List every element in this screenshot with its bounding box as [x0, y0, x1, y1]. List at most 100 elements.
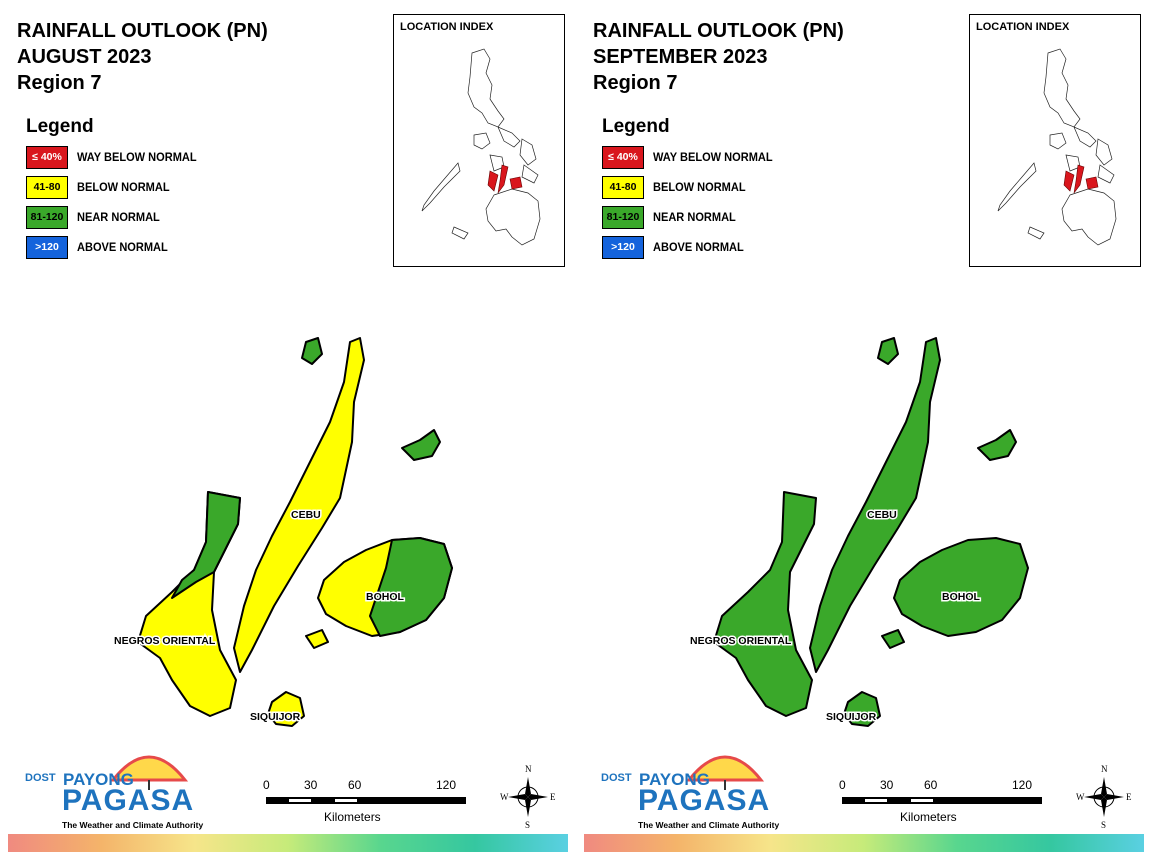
legend-swatch: 81-120	[26, 206, 68, 229]
outlook-panel-august: RAINFALL OUTLOOK (PN) AUGUST 2023 Region…	[8, 14, 568, 852]
title-line-1: RAINFALL OUTLOOK (PN)	[17, 20, 268, 42]
legend-row-above: >120 ABOVE NORMAL	[26, 236, 168, 266]
legend-label: BELOW NORMAL	[653, 180, 746, 194]
title-line-2: AUGUST 2023	[17, 46, 152, 68]
legend-label: ABOVE NORMAL	[77, 240, 168, 254]
map-label-bohol: BOHOL	[942, 591, 981, 603]
compass-rose-icon	[508, 777, 548, 817]
bohol-east-region	[369, 537, 453, 637]
scale-track	[266, 797, 466, 804]
siquijor-region	[267, 691, 305, 727]
outlook-panel-september: RAINFALL OUTLOOK (PN) SEPTEMBER 2023 Reg…	[576, 0, 1152, 864]
scale-tick: 120	[436, 778, 457, 792]
location-index-inset: LOCATION INDEX	[393, 14, 565, 267]
scale-segment	[289, 799, 311, 802]
siquijor-region	[843, 691, 881, 727]
scale-segment	[335, 799, 357, 802]
umbrella-icon	[109, 755, 189, 790]
legend-swatch: ≤ 40%	[26, 146, 68, 169]
legend-swatch: 41-80	[26, 176, 68, 199]
scale-tick: 120	[1012, 778, 1033, 792]
legend-row-near: 81-120 NEAR NORMAL	[602, 206, 736, 236]
umbrella-icon	[685, 755, 765, 790]
legend: Legend ≤ 40% WAY BELOW NORMAL 41-80 BELO…	[26, 116, 197, 266]
legend-swatch: 41-80	[602, 176, 644, 199]
pagasa-logo: DOST PAYONG PAGASA The Weather and Clima…	[17, 740, 217, 835]
scale-tick: 30	[880, 778, 894, 792]
map-label-siquijor: SIQUIJOR	[250, 711, 301, 723]
legend-row-near: 81-120 NEAR NORMAL	[26, 206, 160, 236]
compass-s: S	[525, 820, 531, 830]
legend-swatch: 81-120	[602, 206, 644, 229]
legend-label: NEAR NORMAL	[653, 210, 736, 224]
scale-tick: 0	[263, 778, 270, 792]
logo-dost: DOST	[25, 772, 56, 784]
map-label-negros-oriental: NEGROS ORIENTAL	[114, 635, 216, 647]
rainfall-map-september: CEBU BOHOL NEGROS ORIENTAL SIQUIJOR	[689, 337, 1029, 727]
logo-tagline: The Weather and Climate Authority	[62, 820, 204, 830]
logo-tagline: The Weather and Climate Authority	[638, 820, 780, 830]
title-line-1: RAINFALL OUTLOOK (PN)	[593, 20, 844, 42]
compass-n: N	[525, 764, 532, 774]
negros-oriental-north-region	[171, 491, 241, 599]
scale-unit: Kilometers	[324, 810, 381, 824]
title-line-2: SEPTEMBER 2023	[593, 46, 768, 68]
scale-tick: 30	[304, 778, 318, 792]
logo-payong: PAYONG	[639, 770, 710, 789]
scale-segment	[911, 799, 933, 802]
legend-label: BELOW NORMAL	[77, 180, 170, 194]
compass-e: E	[550, 792, 556, 802]
cebu-region	[233, 337, 365, 673]
camotes-islands	[977, 429, 1017, 461]
logo-dost: DOST	[601, 772, 632, 784]
rainfall-map-august: CEBU BOHOL NEGROS ORIENTAL SIQUIJOR	[113, 337, 453, 727]
compass-n: N	[1101, 764, 1108, 774]
title-block: RAINFALL OUTLOOK (PN) SEPTEMBER 2023 Reg…	[593, 18, 844, 96]
title-line-3: Region 7	[17, 72, 102, 94]
legend-swatch: >120	[26, 236, 68, 259]
scale-tick: 60	[348, 778, 362, 792]
inset-title: LOCATION INDEX	[976, 21, 1070, 33]
inset-title: LOCATION INDEX	[400, 21, 494, 33]
logo-payong: PAYONG	[63, 770, 134, 789]
compass-s: S	[1101, 820, 1107, 830]
scale-segment	[865, 799, 887, 802]
legend-label: WAY BELOW NORMAL	[653, 150, 773, 164]
compass-w: W	[500, 792, 509, 802]
scale-track	[842, 797, 1042, 804]
legend-row-below: 41-80 BELOW NORMAL	[602, 176, 746, 206]
legend-row-above: >120 ABOVE NORMAL	[602, 236, 744, 266]
cebu-north-islet	[301, 337, 323, 365]
north-arrow: N S W E	[1074, 764, 1134, 830]
compass-w: W	[1076, 792, 1085, 802]
compass-e: E	[1126, 792, 1132, 802]
pagasa-logo: DOST PAYONG PAGASA The Weather and Clima…	[593, 740, 793, 835]
map-label-negros-oriental: NEGROS ORIENTAL	[690, 635, 792, 647]
legend-label: ABOVE NORMAL	[653, 240, 744, 254]
scale-bar: 0 30 60 120 Kilometers	[262, 778, 472, 828]
philippines-locator-map	[421, 48, 541, 246]
cebu-north-islet	[877, 337, 899, 365]
title-block: RAINFALL OUTLOOK (PN) AUGUST 2023 Region…	[17, 18, 268, 96]
legend-title: Legend	[26, 116, 94, 137]
north-arrow: N S W E	[498, 764, 558, 830]
color-strip	[8, 834, 568, 852]
scale-tick: 0	[839, 778, 846, 792]
map-label-bohol: BOHOL	[366, 591, 405, 603]
bohol-islet	[881, 629, 905, 649]
logo-pagasa: PAGASA	[638, 784, 771, 817]
legend-label: NEAR NORMAL	[77, 210, 160, 224]
legend-swatch: >120	[602, 236, 644, 259]
map-label-siquijor: SIQUIJOR	[826, 711, 877, 723]
logo-pagasa: PAGASA	[62, 784, 195, 817]
location-index-inset: LOCATION INDEX	[969, 14, 1141, 267]
bohol-islet	[305, 629, 329, 649]
cebu-region	[809, 337, 941, 673]
bohol-region	[893, 537, 1029, 637]
negros-oriental-region	[713, 491, 817, 717]
legend-row-below: 41-80 BELOW NORMAL	[26, 176, 170, 206]
philippines-locator-map	[997, 48, 1117, 246]
camotes-islands	[401, 429, 441, 461]
legend-label: WAY BELOW NORMAL	[77, 150, 197, 164]
legend: Legend ≤ 40% WAY BELOW NORMAL 41-80 BELO…	[602, 116, 773, 266]
